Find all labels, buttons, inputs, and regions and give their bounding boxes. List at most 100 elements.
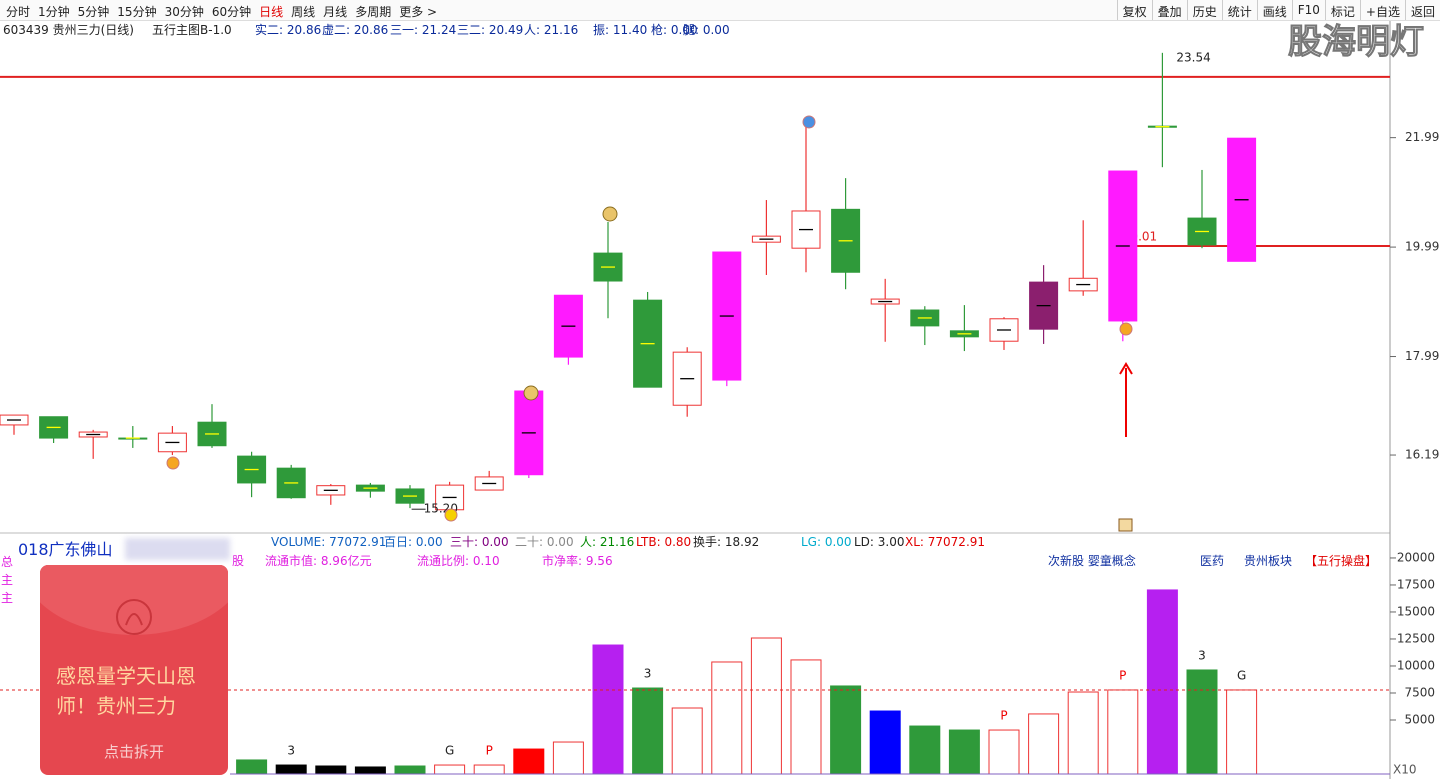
red-envelope[interactable]: 感恩量学天山恩师！贵州三力 点击拆开 (40, 565, 228, 775)
y-tick-label: 12500 (1397, 631, 1435, 645)
volume-stat: 二十: 0.00 (515, 535, 574, 549)
y-tick-label: 20000 (1397, 550, 1435, 564)
volume-bar (394, 765, 426, 775)
volume-bar (869, 710, 901, 775)
tool-button[interactable]: 标记 (1324, 0, 1360, 20)
y-tick-label: 7500 (1404, 685, 1435, 699)
tool-button[interactable]: +自选 (1359, 0, 1405, 20)
volume-bar (473, 764, 505, 775)
period-tab[interactable]: 多周期 (355, 5, 392, 19)
unit-label: X10 (1393, 763, 1417, 777)
event-icon (1118, 518, 1133, 532)
period-tab[interactable]: 60分钟 (211, 5, 252, 19)
stock-info: 流通市值: 8.96亿元 (265, 554, 372, 568)
volume-bar (275, 764, 307, 775)
stock-info: 【五行操盘】 (1305, 554, 1378, 568)
period-tab[interactable]: 5分钟 (77, 5, 110, 19)
side-label: 总 (1, 555, 14, 569)
tool-button[interactable]: 叠加 (1151, 0, 1187, 20)
indicator-value: 人: 21.16 (524, 23, 579, 37)
period-tab[interactable]: 日线 (259, 5, 284, 19)
region-label: 018广东佛山 (18, 540, 113, 559)
volume-bar (236, 759, 268, 775)
signal-icon (1119, 322, 1133, 336)
tool-button[interactable]: 复权 (1116, 0, 1152, 20)
y-tick-label: 5000 (1404, 712, 1435, 726)
volume-bar (434, 764, 466, 775)
volume-bar (315, 765, 347, 775)
volume-bar (1186, 669, 1218, 775)
period-tab[interactable]: 30分钟 (164, 5, 204, 19)
period-tab[interactable]: 1分钟 (38, 5, 70, 19)
toolbar: 分时 1分钟 5分钟 15分钟 30分钟 60分钟 日线 周线 月线 多周期 更多 > 复权 叠加 历史统… (0, 0, 1440, 21)
volume-stat: 百日: 0.00 (384, 535, 443, 549)
signal-icon (166, 456, 180, 470)
signal-arrow-head (1119, 362, 1133, 375)
indicator-value: 三一: 21.24 (390, 23, 457, 37)
period-tab[interactable]: 周线 (291, 5, 316, 19)
high-label: 23.54 (1176, 50, 1210, 64)
open-button[interactable]: 点击拆开 (103, 743, 164, 761)
indicator-value: 实二: 20.86 (255, 23, 322, 37)
volume-bar (592, 644, 624, 775)
tool-button[interactable]: 画线 (1256, 0, 1292, 20)
volume-bar (750, 637, 782, 775)
volume-bar (552, 741, 584, 775)
volume-stat: LG: 0.00 (801, 535, 852, 549)
volume-stat: VOLUME: 77072.91 (271, 535, 387, 549)
indicator-value: 虚二: 20.86 (322, 23, 389, 37)
period-tab[interactable]: 月线 (323, 5, 348, 19)
volume-stat: 人: 21.16 (580, 535, 635, 549)
stock-info: 市净率: 9.56 (542, 554, 613, 568)
volume-bar (671, 707, 703, 775)
tool-button[interactable]: 返回 (1404, 0, 1440, 20)
y-tick-label: 16.19 (1405, 448, 1439, 462)
volume-bar (909, 725, 941, 775)
side-label: 主 (1, 573, 14, 587)
volume-stat: 三十: 0.00 (450, 535, 509, 549)
volume-bar (830, 685, 862, 775)
volume-stat: 换手: 18.92 (693, 535, 760, 549)
money-icon (602, 206, 618, 222)
tool-button[interactable]: 统计 (1221, 0, 1257, 20)
period-tab[interactable]: 更多 > (399, 5, 438, 19)
period-tab[interactable]: 分时 (6, 5, 31, 19)
volume-stat: LD: 3.00 (854, 535, 905, 549)
period-tabs: 分时 1分钟 5分钟 15分钟 30分钟 60分钟 日线 周线 月线 多周期 更多 > (6, 3, 437, 20)
tool-button[interactable]: F10 (1291, 0, 1325, 20)
volume-stat: LTB: 0.80 (636, 535, 692, 549)
volume-flag: P (486, 744, 493, 758)
volume-flag: 3 (287, 744, 295, 758)
volume-bar (948, 729, 980, 775)
envelope-icon (116, 599, 152, 635)
volume-bar (1028, 713, 1060, 775)
volume-bar (632, 687, 664, 775)
indicator-value: 三二: 20.49 (457, 23, 524, 37)
watermark: 股海明灯 (1288, 22, 1425, 63)
money-icon (523, 385, 539, 401)
volume-bar (1226, 689, 1258, 775)
y-tick-label: 21.99 (1405, 130, 1439, 144)
blur-mask (125, 538, 230, 560)
y-tick-label: 17.99 (1405, 349, 1439, 363)
volume-bar (354, 766, 386, 775)
side-label: 主 (1, 591, 14, 605)
period-tab[interactable]: 15分钟 (117, 5, 157, 19)
volume-flag: P (1119, 668, 1126, 682)
stock-info: 次新股 婴童概念 (1048, 554, 1136, 568)
volume-flag: P (1000, 709, 1007, 723)
y-tick-label: 17500 (1397, 577, 1435, 591)
indicator-value: 五行主图B-1.0 (152, 23, 232, 37)
y-tick-label: 19.99 (1405, 240, 1439, 254)
y-tick-label: 10000 (1397, 658, 1435, 672)
indicator-value: 枪: 0.00 (651, 23, 698, 37)
volume-bar (1107, 689, 1139, 775)
volume-bar (711, 661, 743, 775)
stock-info: 贵州板块 (1244, 554, 1293, 568)
signal-icon (444, 508, 458, 522)
volume-flag: G (1237, 668, 1246, 682)
volume-bar (790, 659, 822, 775)
tool-button[interactable]: 历史 (1186, 0, 1222, 20)
